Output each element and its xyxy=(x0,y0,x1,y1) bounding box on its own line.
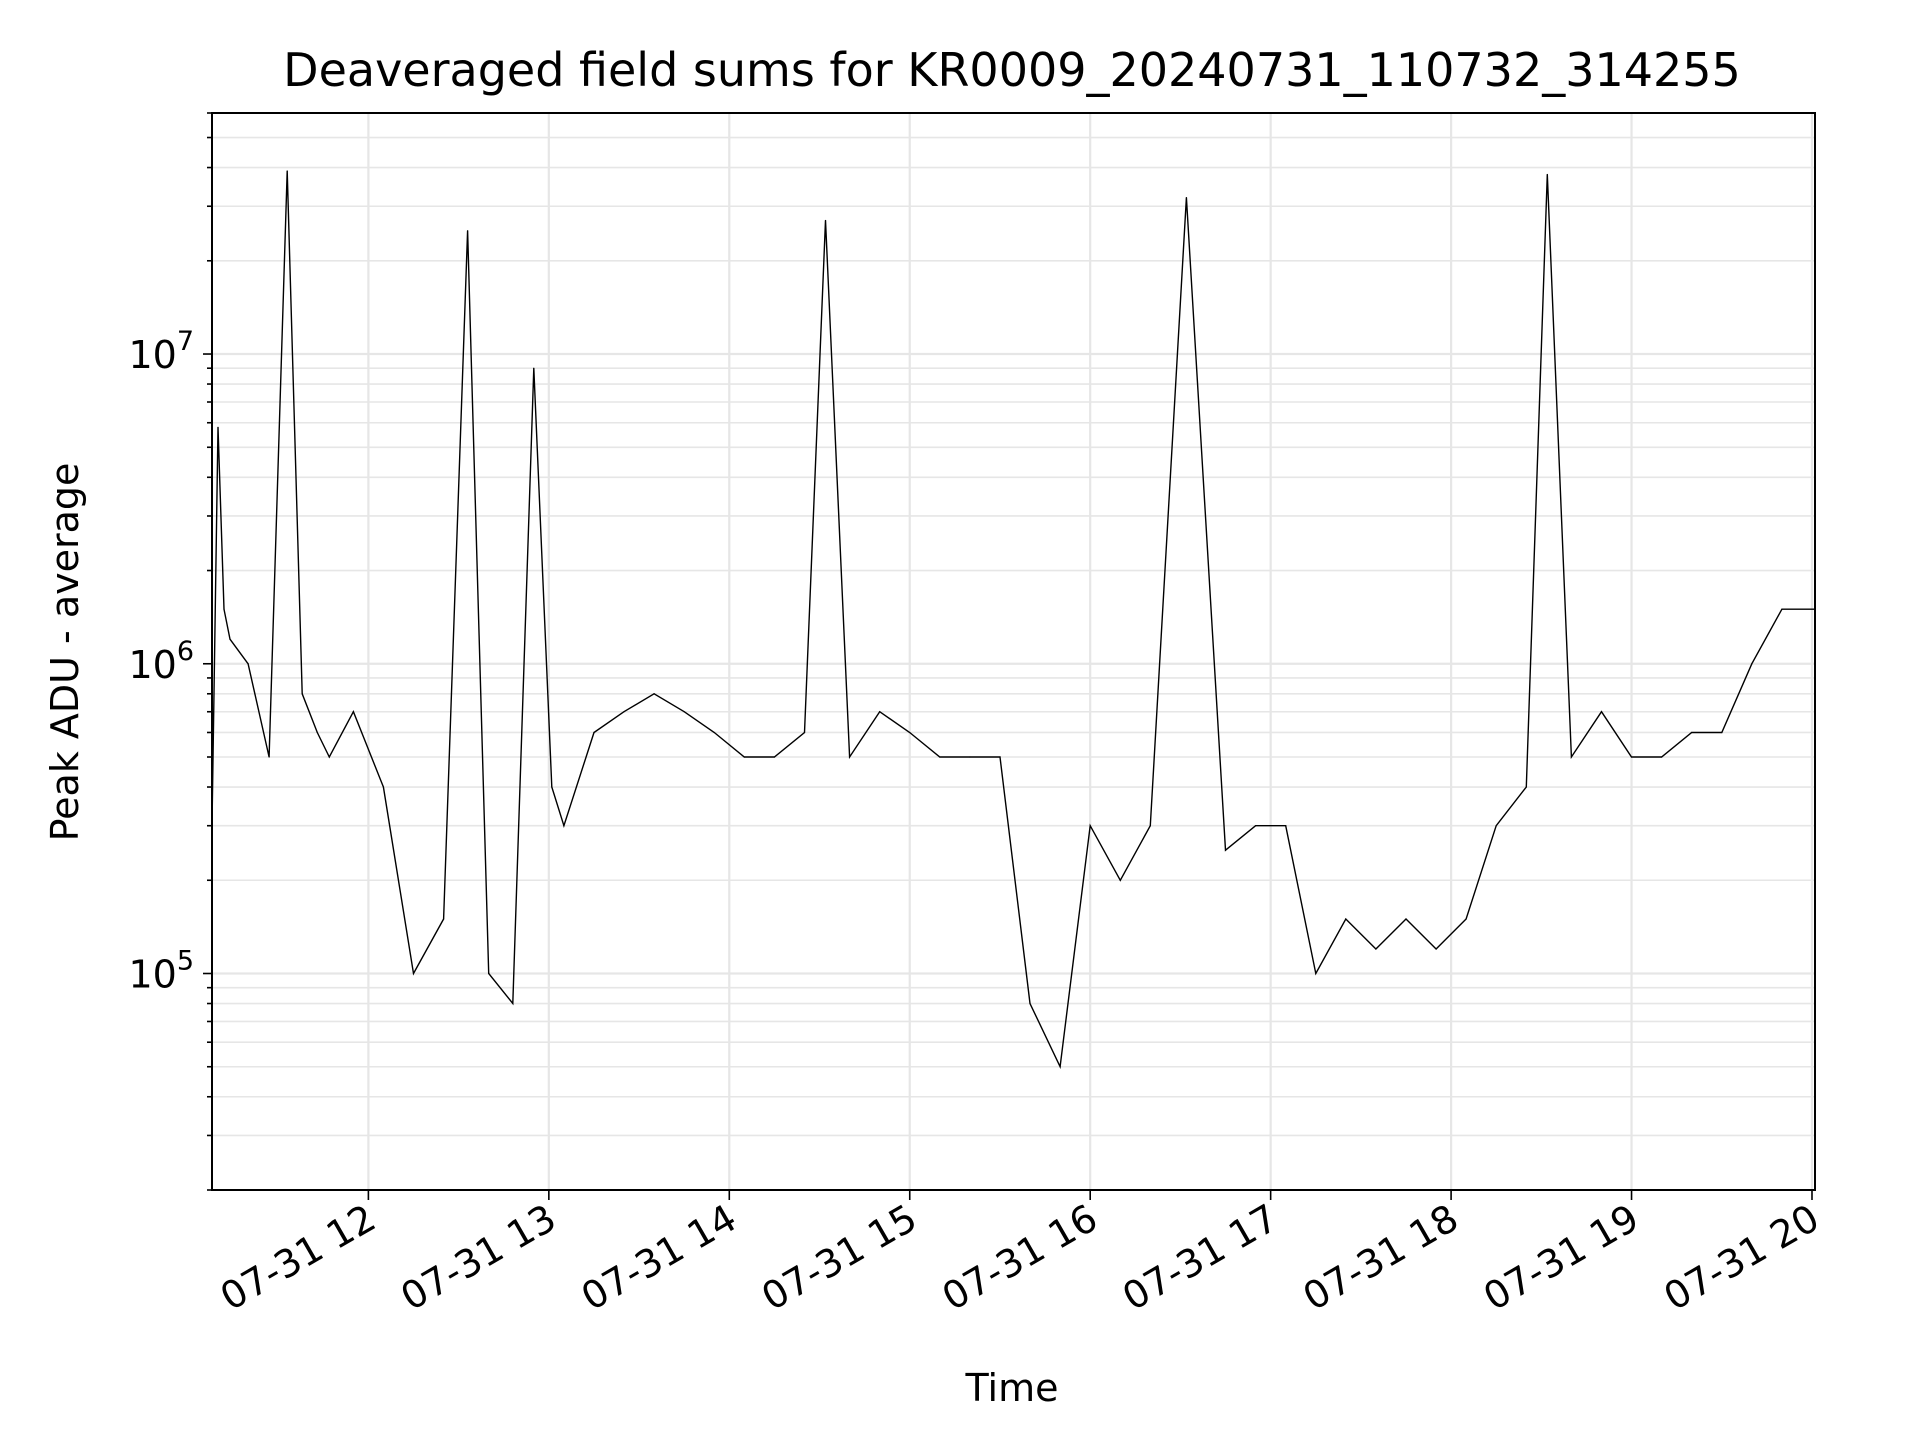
data-point xyxy=(488,972,490,975)
data-point xyxy=(1375,948,1377,950)
data-point xyxy=(268,756,270,758)
data-point xyxy=(1149,825,1151,827)
data-point xyxy=(1751,663,1753,665)
data-point xyxy=(683,711,685,713)
data-point xyxy=(1525,786,1527,788)
data-point xyxy=(773,756,776,758)
data-point xyxy=(1255,825,1257,827)
data-point xyxy=(1600,711,1603,713)
data-point xyxy=(512,1002,514,1005)
data-point xyxy=(1345,918,1347,920)
series-line xyxy=(211,170,1815,1070)
y-axis-title: Peak ADU - average xyxy=(43,463,87,842)
data-point xyxy=(1029,1002,1031,1005)
data-point xyxy=(1119,879,1121,881)
data-point xyxy=(1405,918,1407,920)
data-point xyxy=(1465,918,1467,920)
x-tick-label: 07-31 14 xyxy=(574,1196,744,1320)
x-tick-label: 07-31 16 xyxy=(935,1196,1105,1320)
data-point xyxy=(328,756,330,758)
data-point xyxy=(1059,1066,1061,1068)
y-tick-label: 106 xyxy=(128,636,194,687)
y-axis: 105 106 107 xyxy=(128,112,212,1191)
data-point xyxy=(442,918,445,920)
data-point xyxy=(803,731,806,734)
data-point xyxy=(1089,825,1091,827)
data-point xyxy=(824,219,827,222)
data-point xyxy=(1546,173,1548,176)
data-point xyxy=(969,756,971,758)
data-point xyxy=(653,693,655,695)
data-point xyxy=(1721,731,1723,734)
data-point xyxy=(316,731,318,734)
data-point xyxy=(1570,756,1572,758)
data-point xyxy=(713,731,715,734)
data-point xyxy=(1435,948,1437,950)
data-point xyxy=(229,638,231,640)
data-point xyxy=(1285,825,1287,827)
x-axis: 07-31 12 07-31 13 07-31 14 07-31 15 07-31 16… xyxy=(213,1190,1827,1320)
data-point xyxy=(1185,196,1188,199)
x-axis-title: Time xyxy=(965,1366,1059,1410)
data-point xyxy=(551,786,553,788)
y-tick-label: 105 xyxy=(128,946,194,997)
data-point xyxy=(467,230,469,232)
data-point xyxy=(247,663,249,665)
data-point xyxy=(1781,608,1783,610)
data-point xyxy=(1630,756,1633,758)
data-point xyxy=(286,170,288,172)
chart-title: Deaveraged field sums for KR0009_2024073… xyxy=(283,43,1741,97)
data-point xyxy=(1224,849,1227,851)
data-point xyxy=(999,756,1001,758)
x-tick-label: 07-31 13 xyxy=(393,1196,563,1320)
data-point xyxy=(848,756,851,758)
x-tick-label: 07-31 20 xyxy=(1657,1196,1827,1320)
data-point xyxy=(1495,825,1497,827)
x-tick-label: 07-31 19 xyxy=(1476,1196,1646,1320)
grid-lines xyxy=(212,112,1815,1191)
plot-frame xyxy=(211,112,1816,1191)
data-point xyxy=(593,731,595,734)
data-point xyxy=(909,731,911,734)
data-series xyxy=(211,170,1816,1070)
data-point xyxy=(412,972,415,975)
data-point xyxy=(352,711,354,713)
x-tick-label: 07-31 12 xyxy=(213,1196,383,1320)
data-point xyxy=(533,367,535,369)
data-point xyxy=(301,693,303,695)
x-tick-label: 07-31 18 xyxy=(1296,1196,1466,1320)
data-point xyxy=(563,825,565,827)
data-point xyxy=(879,711,881,713)
data-point xyxy=(382,786,385,788)
data-point xyxy=(623,711,625,713)
y-tick-label: 107 xyxy=(128,326,194,377)
data-point xyxy=(1315,972,1317,975)
data-point xyxy=(1661,756,1663,758)
data-point xyxy=(223,608,225,610)
data-point xyxy=(939,756,941,758)
data-point xyxy=(743,756,745,758)
data-point xyxy=(1691,731,1693,734)
x-tick-label: 07-31 17 xyxy=(1115,1196,1285,1320)
x-tick-label: 07-31 15 xyxy=(754,1196,924,1320)
data-point xyxy=(217,426,219,428)
